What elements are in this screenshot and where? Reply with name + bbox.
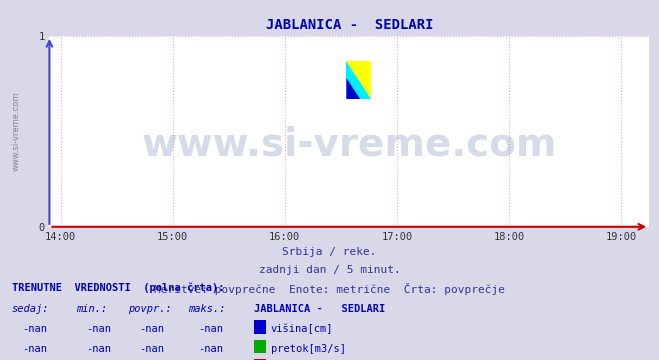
Text: min.:: min.: <box>76 304 107 314</box>
Text: pretok[m3/s]: pretok[m3/s] <box>271 344 346 354</box>
Text: -nan: -nan <box>198 324 223 334</box>
Text: -nan: -nan <box>139 324 164 334</box>
Text: TRENUTNE  VREDNOSTI  (polna črta):: TRENUTNE VREDNOSTI (polna črta): <box>12 283 224 293</box>
Text: Meritve: povprečne  Enote: metrične  Črta: povprečje: Meritve: povprečne Enote: metrične Črta:… <box>154 283 505 294</box>
Text: višina[cm]: višina[cm] <box>271 324 333 334</box>
Polygon shape <box>347 61 371 99</box>
Text: maks.:: maks.: <box>188 304 225 314</box>
Text: -nan: -nan <box>86 344 111 354</box>
Text: zadnji dan / 5 minut.: zadnji dan / 5 minut. <box>258 265 401 275</box>
Text: www.si-vreme.com: www.si-vreme.com <box>12 92 21 171</box>
Text: -nan: -nan <box>198 344 223 354</box>
Text: -nan: -nan <box>22 344 47 354</box>
Text: Srbija / reke.: Srbija / reke. <box>282 247 377 257</box>
Polygon shape <box>347 61 371 99</box>
Title: JABLANICA -  SEDLARI: JABLANICA - SEDLARI <box>266 18 433 32</box>
Text: -nan: -nan <box>139 344 164 354</box>
Text: -nan: -nan <box>22 324 47 334</box>
Text: JABLANICA -   SEDLARI: JABLANICA - SEDLARI <box>254 304 385 314</box>
Text: -nan: -nan <box>86 324 111 334</box>
Text: povpr.:: povpr.: <box>129 304 172 314</box>
Polygon shape <box>347 78 360 99</box>
Text: sedaj:: sedaj: <box>12 304 49 314</box>
Text: www.si-vreme.com: www.si-vreme.com <box>142 126 557 164</box>
